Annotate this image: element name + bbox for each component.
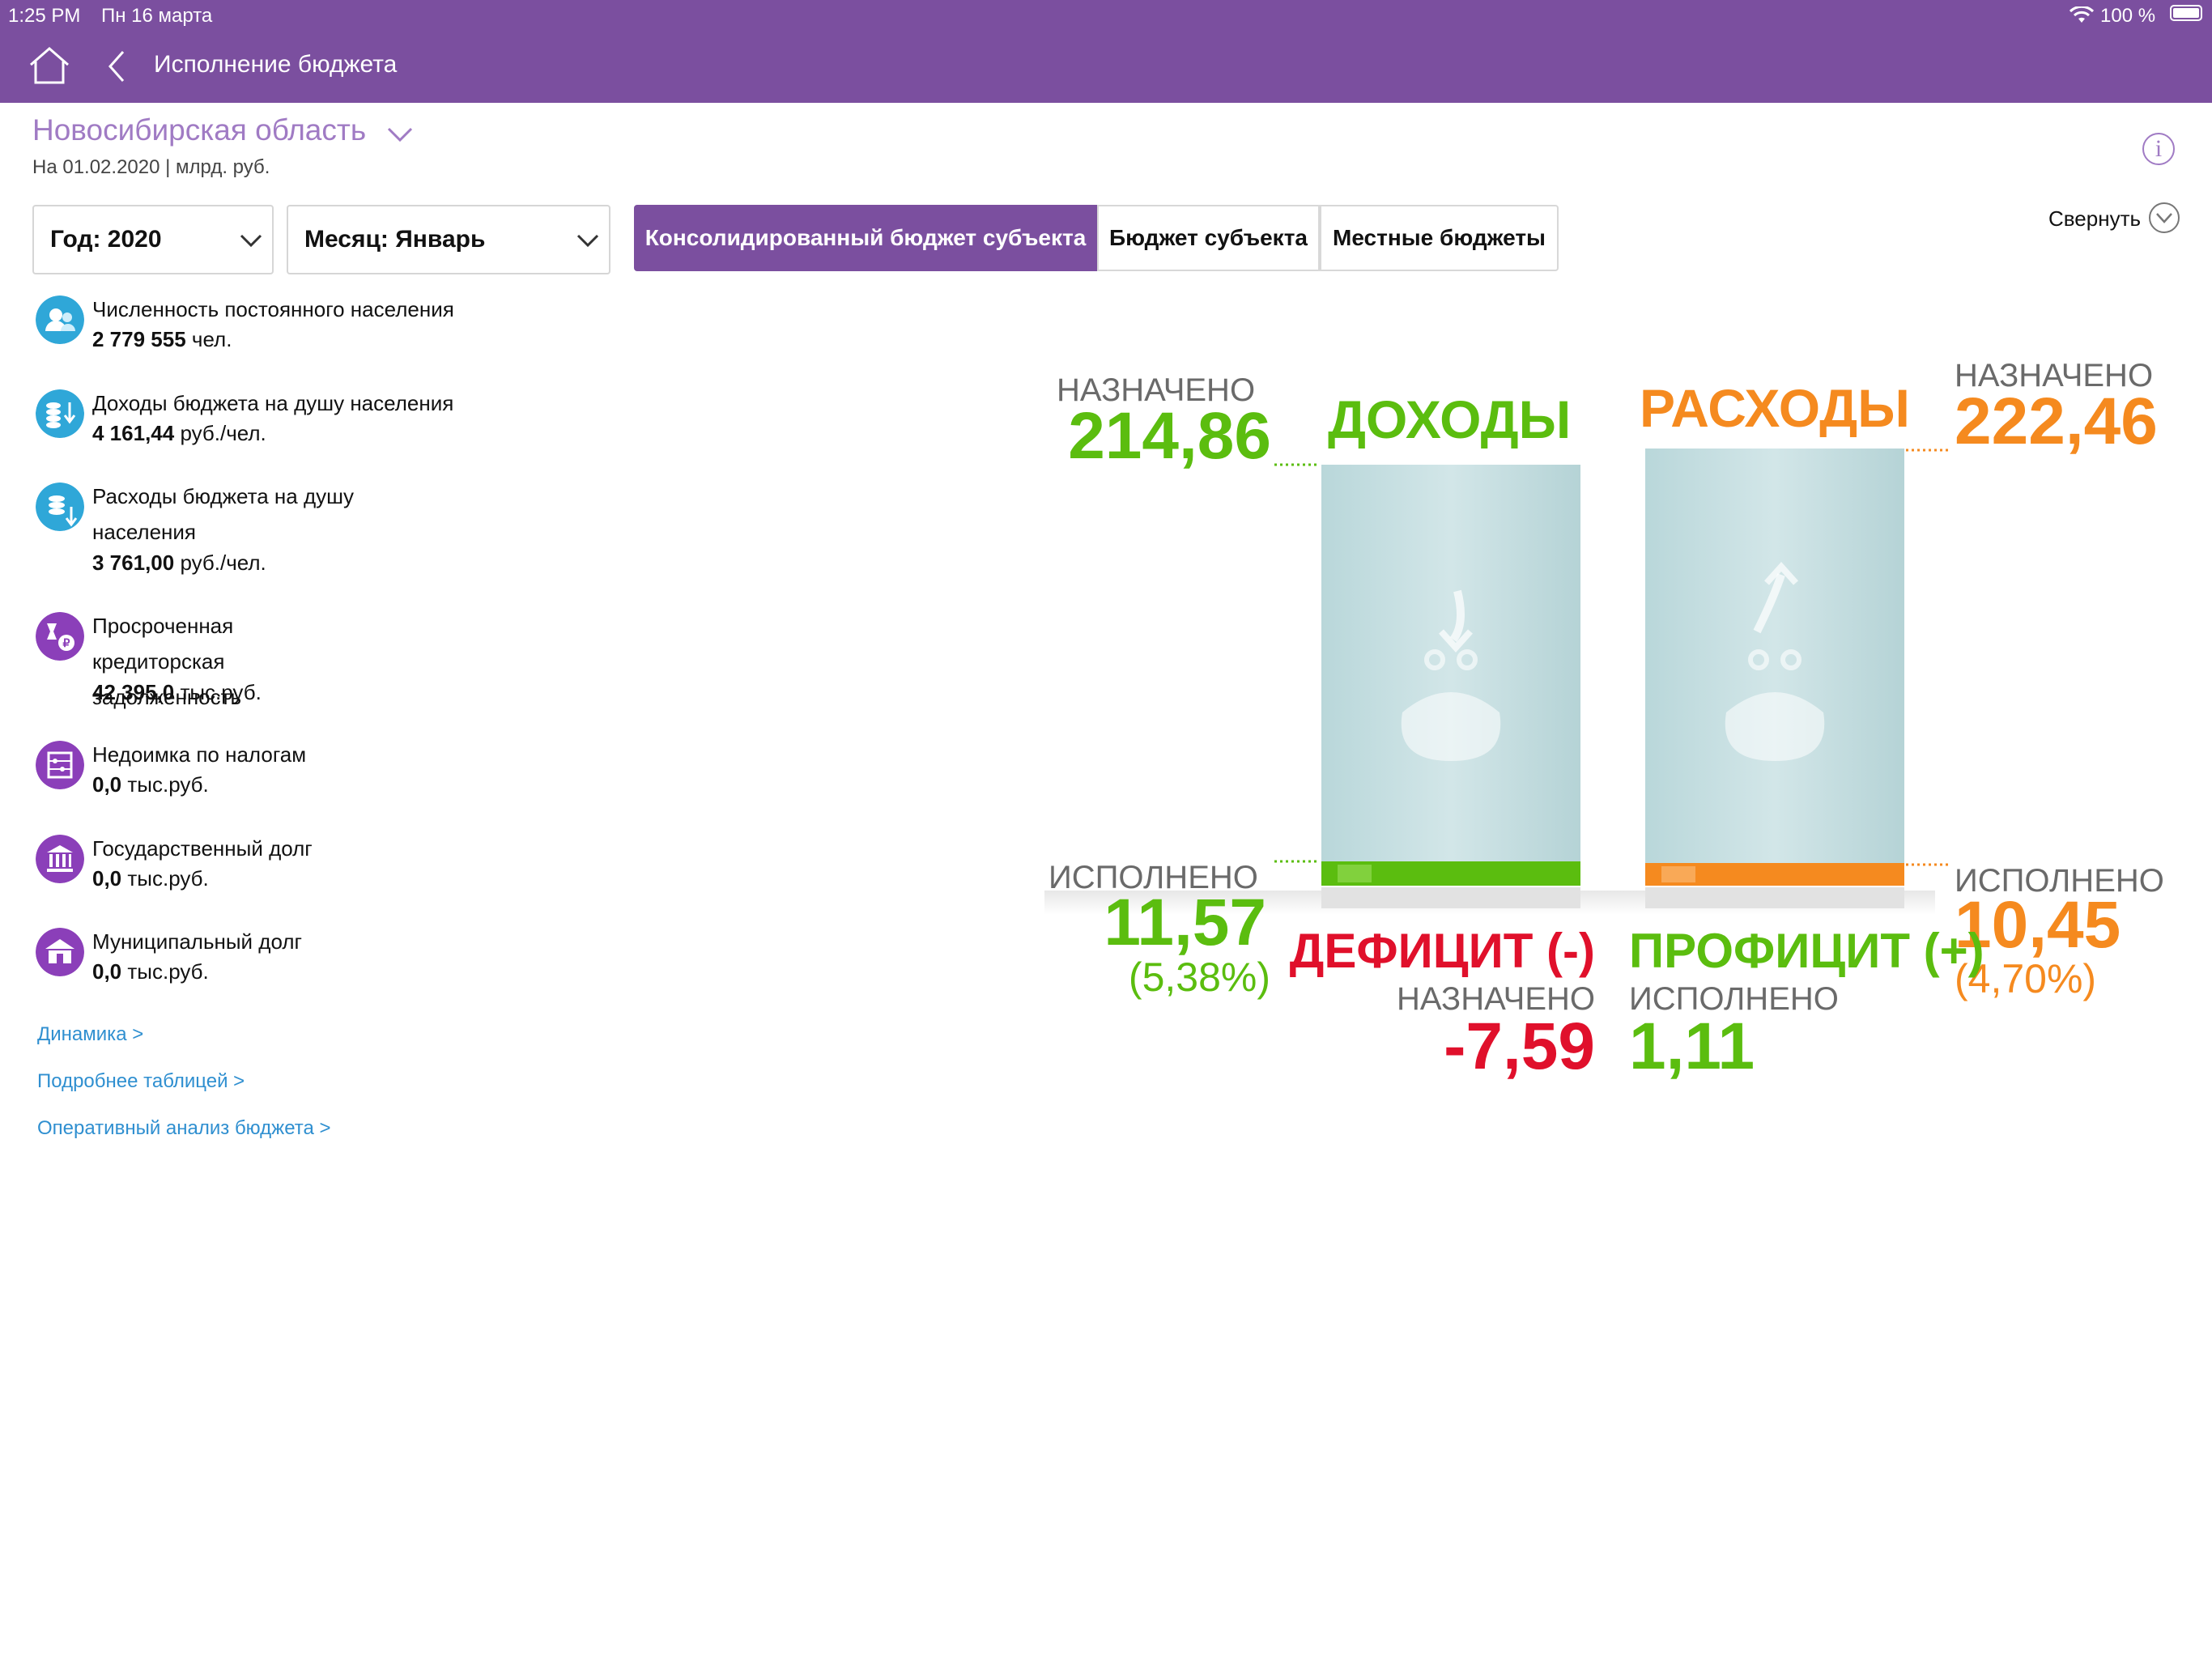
indicator-state-debt	[36, 835, 84, 887]
status-date: Пн 16 марта	[101, 5, 213, 27]
municipal-icon	[36, 928, 84, 976]
chevron-down-icon	[576, 234, 599, 248]
expense-planned-value: 222,46	[1955, 385, 2158, 458]
surplus-title: ПРОФИЦИТ (+)	[1629, 924, 1984, 978]
expense-executed-value: 10,45	[1955, 888, 2121, 962]
tab-local-budgets[interactable]: Местные бюджеты	[1320, 205, 1559, 271]
year-value: Год: 2020	[50, 226, 162, 253]
coins-in-icon	[36, 389, 84, 438]
indicator-label: Недоимка по налогам	[92, 742, 307, 767]
indicator-municipal-debt	[36, 928, 84, 980]
svg-text:₽: ₽	[63, 636, 70, 649]
link-table-details[interactable]: Подробнее таблицей >	[37, 1070, 245, 1092]
coins-out-icon	[36, 483, 84, 531]
indicator-value: 4 161,44 руб./чел.	[92, 421, 266, 445]
expense-title: РАСХОДЫ	[1640, 378, 1910, 438]
region-selector[interactable]: Новосибирская область	[32, 113, 367, 147]
deficit-label: НАЗНАЧЕНО	[1396, 981, 1595, 1017]
expense-executed-label: ИСПОЛНЕНО	[1955, 863, 2164, 899]
budget-tabs: Консолидированный бюджет субъекта Бюджет…	[634, 205, 1559, 271]
indicator-value: 3 761,00 руб./чел.	[92, 551, 266, 575]
info-icon[interactable]: i	[2142, 133, 2175, 165]
indicator-label: Доходы бюджета на душу населения	[92, 391, 454, 415]
income-executed-bar	[1321, 861, 1580, 886]
indicator-value: 0,0 тыс.руб.	[92, 866, 209, 891]
indicator-tax-arrears	[36, 741, 84, 793]
overdue-icon: ₽	[36, 612, 84, 661]
indicator-income-per-capita	[36, 389, 84, 442]
collapse-label[interactable]: Свернуть	[2048, 206, 2142, 231]
top-bar	[0, 0, 2212, 103]
indicator-population	[36, 295, 84, 348]
month-dropdown[interactable]: Месяц: Январь	[287, 205, 610, 274]
collapse-chevron-icon[interactable]	[2147, 201, 2181, 235]
indicator-label: Численность постоянного населения	[92, 297, 454, 321]
chevron-down-icon[interactable]	[385, 125, 415, 144]
expense-executed-bar	[1645, 863, 1904, 886]
month-value: Месяц: Январь	[304, 226, 486, 253]
indicator-value: 2 779 555 чел.	[92, 327, 232, 351]
indicator-value: 0,0 тыс.руб.	[92, 959, 209, 984]
back-icon[interactable]	[105, 49, 126, 84]
income-planned-value: 214,86	[1068, 399, 1271, 473]
battery-text: 100 %	[2100, 5, 2156, 27]
indicator-expense-per-capita	[36, 483, 84, 535]
surplus-label: ИСПОЛНЕНО	[1629, 981, 1839, 1017]
indicator-label: Расходы бюджета на душу населения	[92, 484, 354, 544]
income-planned-label: НАЗНАЧЕНО	[1057, 372, 1256, 408]
income-executed-percent: (5,38%)	[1128, 954, 1270, 1000]
indicator-label: Муниципальный долг	[92, 929, 303, 954]
link-operational-analysis[interactable]: Оперативный анализ бюджета >	[37, 1117, 331, 1139]
surplus-value: 1,11	[1629, 1010, 1755, 1083]
deficit-value: -7,59	[1444, 1010, 1595, 1083]
income-executed-label: ИСПОЛНЕНО	[1049, 860, 1258, 895]
indicator-value: 0,0 тыс.руб.	[92, 772, 209, 797]
expense-executed-percent: (4,70%)	[1955, 956, 2097, 1001]
home-icon[interactable]	[28, 45, 71, 86]
wifi-icon	[2069, 6, 2094, 23]
indicator-label: Государственный долг	[92, 836, 313, 861]
status-time: 1:25 PM	[8, 5, 81, 27]
year-dropdown[interactable]: Год: 2020	[32, 205, 274, 274]
income-title: ДОХОДЫ	[1328, 389, 1572, 449]
income-bar	[1321, 465, 1580, 908]
abacus-icon	[36, 741, 84, 789]
expense-bar	[1645, 449, 1904, 908]
expense-planned-label: НАЗНАЧЕНО	[1955, 358, 2154, 393]
deficit-title: ДЕФИЦИТ (-)	[1289, 924, 1595, 978]
tab-consolidated-budget[interactable]: Консолидированный бюджет субъекта	[634, 205, 1097, 271]
indicator-value: 42 395,0 тыс.руб.	[92, 680, 262, 704]
government-icon	[36, 835, 84, 883]
date-subtitle: На 01.02.2020 | млрд. руб.	[32, 156, 270, 178]
indicator-overdue: ₽	[36, 612, 84, 665]
tab-subject-budget[interactable]: Бюджет субъекта	[1097, 205, 1320, 271]
battery-icon	[2170, 5, 2202, 21]
people-icon	[36, 295, 84, 344]
indicator-label: Просроченная кредиторская задолженность	[92, 614, 242, 709]
page-title: Исполнение бюджета	[154, 51, 398, 78]
chevron-down-icon	[240, 234, 262, 248]
link-dynamics[interactable]: Динамика >	[37, 1023, 144, 1045]
income-executed-value: 11,57	[1104, 886, 1266, 959]
